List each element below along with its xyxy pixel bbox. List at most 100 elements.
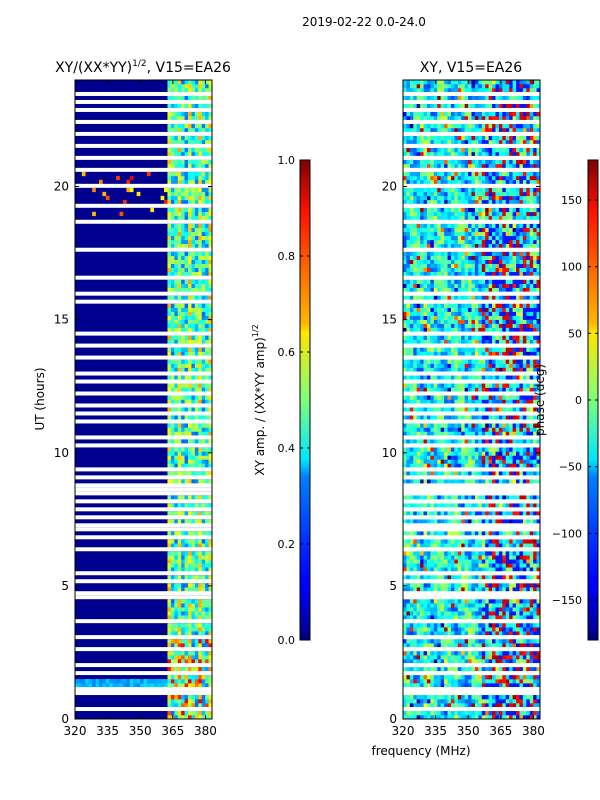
- right-heatmap-cell: [409, 383, 414, 388]
- right-heatmap-cell: [444, 215, 448, 221]
- left-heatmap-cell: [92, 679, 96, 684]
- right-heatmap-cell: [413, 479, 418, 484]
- right-heatmap-cell: [474, 407, 479, 412]
- right-heatmap-cell: [512, 539, 517, 544]
- right-heatmap-cell: [450, 611, 455, 616]
- right-heatmap-cell: [495, 359, 500, 364]
- right-heatmap-cell: [512, 503, 517, 508]
- left-heatmap-cell: [174, 127, 179, 133]
- right-heatmap-cell: [519, 703, 524, 708]
- right-heatmap-cell: [461, 227, 465, 233]
- left-heatmap-cell: [201, 267, 206, 272]
- right-heatmap-cell: [488, 407, 493, 412]
- left-heatmap-cell: [177, 259, 182, 265]
- right-heatmap-cell: [440, 567, 445, 572]
- right-heatmap-cell: [529, 439, 534, 444]
- right-heatmap-cell: [481, 259, 486, 265]
- left-heatmap-cell: [181, 583, 185, 588]
- left-heatmap-cell: [109, 679, 113, 684]
- left-heatmap-cell: [191, 151, 196, 157]
- right-heatmap-cell: [403, 519, 407, 524]
- right-heatmap-cell: [406, 351, 411, 356]
- left-heatmap-cell: [177, 191, 182, 197]
- right-heatmap-cell: [426, 711, 431, 716]
- left-heatmap-cell: [205, 399, 209, 404]
- right-heatmap-cell: [457, 599, 462, 604]
- right-heatmap-cell: [457, 575, 462, 580]
- right-heatmap-cell: [533, 651, 537, 656]
- left-heatmap-cell: [170, 567, 175, 572]
- left-heatmap-cell: [191, 319, 196, 324]
- right-heatmap-cell: [474, 511, 479, 516]
- right-heatmap-cell: [426, 563, 431, 568]
- left-heatmap-cell: [174, 287, 179, 292]
- right-heatmap-cell: [409, 367, 414, 372]
- left-heatmap-cell: [194, 655, 199, 660]
- right-heatmap-cell: [444, 367, 448, 372]
- right-heatmap-cell: [420, 699, 424, 704]
- left-heatmap-cell: [191, 223, 196, 229]
- left-heatmap-cell: [205, 359, 209, 364]
- left-heatmap-cell: [170, 359, 175, 364]
- right-heatmap-cell: [413, 287, 418, 292]
- right-heatmap-cell: [533, 695, 537, 700]
- right-heatmap-cell: [492, 367, 496, 372]
- right-heatmap-cell: [509, 239, 513, 245]
- right-heatmap-cell: [526, 271, 531, 276]
- right-heatmap-cell: [519, 447, 524, 452]
- left-heatmap-cell: [170, 335, 175, 340]
- right-heatmap-cell: [509, 479, 513, 484]
- right-heatmap-cell: [413, 359, 418, 364]
- right-heatmap-cell: [495, 479, 500, 484]
- left-heatmap-cell: [205, 171, 209, 177]
- left-heatmap-cell: [177, 599, 182, 604]
- right-heatmap-cell: [426, 695, 431, 700]
- right-heatmap-cell: [536, 539, 540, 544]
- left-heatmap-cell: [181, 679, 185, 684]
- right-heatmap-cell: [450, 699, 455, 704]
- right-heatmap-cell: [509, 675, 513, 680]
- right-heatmap-cell: [485, 623, 489, 628]
- right-heatmap-cell: [430, 655, 435, 660]
- right-heatmap-cell: [516, 683, 520, 688]
- right-heatmap-cell: [450, 531, 455, 536]
- right-heatmap-cell: [450, 503, 455, 508]
- right-heatmap-cell: [461, 375, 465, 380]
- left-heatmap-cell: [208, 699, 212, 704]
- right-heatmap-cell: [450, 311, 455, 316]
- left-heatmap-cell: [167, 383, 172, 388]
- left-heatmap-cell: [170, 251, 175, 257]
- left-heatmap-cell: [198, 703, 203, 708]
- right-heatmap-cell: [430, 287, 435, 292]
- left-heatmap-cell: [198, 383, 203, 388]
- right-heatmap-cell: [433, 359, 438, 364]
- left-heatmap-cell: [184, 351, 189, 356]
- left-heatmap-cell: [205, 211, 209, 217]
- right-heatmap-cell: [529, 575, 534, 580]
- right-heatmap-cell: [447, 623, 452, 628]
- left-heatmap-cell: [208, 415, 212, 420]
- right-heatmap-cell: [454, 399, 459, 404]
- right-heatmap-cell: [471, 643, 476, 648]
- left-heatmap-cell: [198, 375, 203, 380]
- right-heatmap-cell: [461, 327, 465, 332]
- right-heatmap-cell: [533, 323, 537, 328]
- left-heatmap-cell: [191, 479, 196, 484]
- left-heatmap-cell: [184, 179, 189, 185]
- right-heatmap-cell: [468, 283, 472, 288]
- right-heatmap-cell: [426, 239, 431, 245]
- right-heatmap-cell: [492, 239, 496, 245]
- left-heatmap-cell: [181, 611, 185, 616]
- left-heatmap-gap: [75, 619, 212, 624]
- left-heatmap-cell: [167, 659, 172, 664]
- right-heatmap-cell: [488, 511, 493, 516]
- right-heatmap-cell: [509, 643, 513, 648]
- right-heatmap-cell: [454, 319, 459, 324]
- left-heatmap-cell: [174, 83, 179, 89]
- left-heatmap-cell: [191, 675, 196, 680]
- right-heatmap-cell: [406, 459, 411, 464]
- left-heatmap-cell: [177, 163, 182, 169]
- left-heatmap-cell: [184, 243, 189, 249]
- right-heatmap-cell: [519, 311, 524, 316]
- right-heatmap-cell: [481, 603, 486, 608]
